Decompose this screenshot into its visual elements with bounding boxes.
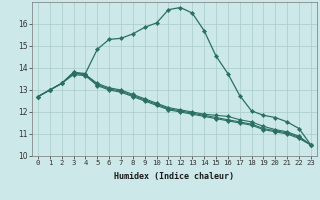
X-axis label: Humidex (Indice chaleur): Humidex (Indice chaleur) [115,172,234,181]
